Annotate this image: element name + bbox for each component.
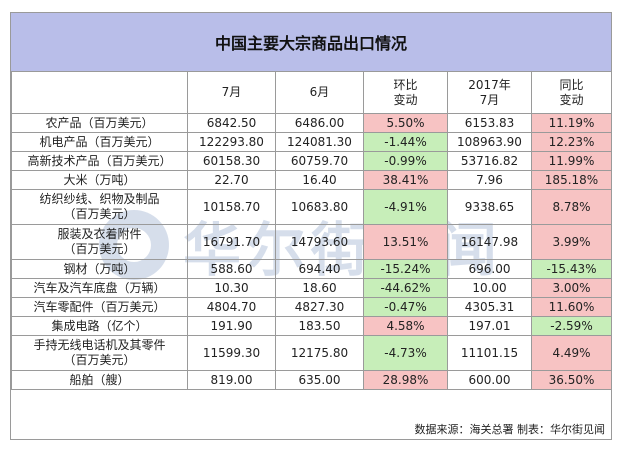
cell-2017-july-value: 53716.82 — [447, 151, 532, 171]
cell-yoy-change: 12.23% — [531, 132, 612, 152]
cell-july-value: 10.30 — [187, 278, 276, 298]
cell-yoy-change: 11.19% — [531, 113, 612, 133]
cell-2017-july-value: 9338.65 — [447, 189, 532, 225]
cell-item-name: 集成电路（亿个） — [11, 316, 188, 336]
cell-2017-july-value: 16147.98 — [447, 224, 532, 260]
table-body: 农产品（百万美元） 6842.50 6486.00 5.50% 6153.83 11.19… — [11, 113, 612, 390]
table-row: 汽车及汽车底盘（万辆） 10.30 18.60 -44.62% 10.00 3.00% — [11, 278, 612, 298]
header-mom-change: 环比 变动 — [363, 71, 448, 114]
cell-mom-change: -0.47% — [363, 297, 448, 317]
table-row: 汽车零配件（百万美元） 4804.70 4827.30 -0.47% 4305.31 11… — [11, 297, 612, 317]
cell-mom-change: 4.58% — [363, 316, 448, 336]
cell-2017-july-value: 696.00 — [447, 259, 532, 279]
cell-item-name: 机电产品（百万美元） — [11, 132, 188, 152]
cell-july-value: 16791.70 — [187, 224, 276, 260]
cell-july-value: 11599.30 — [187, 335, 276, 371]
commodity-export-table: 7月 6月 环比 变动 2017年 7月 同比 变动 农产品（百万美元） 6842.50 6… — [11, 71, 612, 390]
table-row: 集成电路（亿个） 191.90 183.50 4.58% 197.01 -2.59% — [11, 316, 612, 336]
header-june: 6月 — [275, 71, 364, 114]
cell-item-name: 大米（万吨） — [11, 170, 188, 190]
cell-yoy-change: 3.99% — [531, 224, 612, 260]
cell-yoy-change: 11.60% — [531, 297, 612, 317]
cell-2017-july-value: 4305.31 — [447, 297, 532, 317]
table-row: 机电产品（百万美元） 122293.80 124081.30 -1.44% 108963… — [11, 132, 612, 152]
cell-item-name: 高新技术产品（百万美元） — [11, 151, 188, 171]
cell-june-value: 60759.70 — [275, 151, 364, 171]
cell-june-value: 4827.30 — [275, 297, 364, 317]
table-row: 钢材（万吨） 588.60 694.40 -15.24% 696.00 -15.43% — [11, 259, 612, 279]
cell-june-value: 183.50 — [275, 316, 364, 336]
cell-june-value: 14793.60 — [275, 224, 364, 260]
cell-june-value: 6486.00 — [275, 113, 364, 133]
cell-2017-july-value: 11101.15 — [447, 335, 532, 371]
cell-item-name: 农产品（百万美元） — [11, 113, 188, 133]
cell-july-value: 6842.50 — [187, 113, 276, 133]
table-row: 农产品（百万美元） 6842.50 6486.00 5.50% 6153.83 11.19… — [11, 113, 612, 133]
cell-mom-change: -44.62% — [363, 278, 448, 298]
cell-july-value: 10158.70 — [187, 189, 276, 225]
cell-june-value: 16.40 — [275, 170, 364, 190]
cell-mom-change: 5.50% — [363, 113, 448, 133]
cell-2017-july-value: 10.00 — [447, 278, 532, 298]
export-table-sheet: 中国主要大宗商品出口情况 华尔街见闻 7月 6月 环比 变动 2017年 7月 同比 变… — [10, 12, 612, 440]
cell-yoy-change: 3.00% — [531, 278, 612, 298]
cell-june-value: 635.00 — [275, 370, 364, 390]
cell-june-value: 12175.80 — [275, 335, 364, 371]
cell-mom-change: -1.44% — [363, 132, 448, 152]
cell-mom-change: -0.99% — [363, 151, 448, 171]
cell-mom-change: 13.51% — [363, 224, 448, 260]
header-2017-july: 2017年 7月 — [447, 71, 532, 114]
cell-mom-change: -4.73% — [363, 335, 448, 371]
table-title: 中国主要大宗商品出口情况 — [11, 13, 611, 72]
source-footer: 数据来源：海关总署 制表：华尔街见闻 — [414, 423, 606, 436]
cell-yoy-change: -2.59% — [531, 316, 612, 336]
cell-mom-change: 28.98% — [363, 370, 448, 390]
cell-mom-change: 38.41% — [363, 170, 448, 190]
cell-item-name: 纺织纱线、织物及制品 （百万美元） — [11, 189, 188, 225]
table-row: 服装及衣着附件 （百万美元） 16791.70 14793.60 13.51% 1614… — [11, 224, 612, 260]
cell-july-value: 588.60 — [187, 259, 276, 279]
table-row: 手持无线电话机及其零件 （百万美元） 11599.30 12175.80 -4.73%… — [11, 335, 612, 371]
cell-july-value: 191.90 — [187, 316, 276, 336]
cell-yoy-change: 11.99% — [531, 151, 612, 171]
table-row: 船舶（艘） 819.00 635.00 28.98% 600.00 36.50% — [11, 370, 612, 390]
cell-june-value: 10683.80 — [275, 189, 364, 225]
header-yoy-change: 同比 变动 — [531, 71, 612, 114]
table-row: 高新技术产品（百万美元） 60158.30 60759.70 -0.99% 53716.… — [11, 151, 612, 171]
table-header-row: 7月 6月 环比 变动 2017年 7月 同比 变动 — [11, 71, 612, 114]
header-item — [11, 71, 188, 114]
cell-item-name: 服装及衣着附件 （百万美元） — [11, 224, 188, 260]
cell-item-name: 钢材（万吨） — [11, 259, 188, 279]
cell-yoy-change: 4.49% — [531, 335, 612, 371]
cell-2017-july-value: 600.00 — [447, 370, 532, 390]
table-row: 大米（万吨） 22.70 16.40 38.41% 7.96 185.18% — [11, 170, 612, 190]
cell-2017-july-value: 6153.83 — [447, 113, 532, 133]
cell-june-value: 124081.30 — [275, 132, 364, 152]
cell-june-value: 694.40 — [275, 259, 364, 279]
cell-item-name: 汽车及汽车底盘（万辆） — [11, 278, 188, 298]
cell-july-value: 4804.70 — [187, 297, 276, 317]
cell-2017-july-value: 7.96 — [447, 170, 532, 190]
cell-july-value: 22.70 — [187, 170, 276, 190]
header-july: 7月 — [187, 71, 276, 114]
cell-yoy-change: 8.78% — [531, 189, 612, 225]
cell-july-value: 819.00 — [187, 370, 276, 390]
cell-july-value: 60158.30 — [187, 151, 276, 171]
cell-yoy-change: 36.50% — [531, 370, 612, 390]
cell-mom-change: -4.91% — [363, 189, 448, 225]
cell-item-name: 汽车零配件（百万美元） — [11, 297, 188, 317]
cell-item-name: 手持无线电话机及其零件 （百万美元） — [11, 335, 188, 371]
cell-june-value: 18.60 — [275, 278, 364, 298]
cell-item-name: 船舶（艘） — [11, 370, 188, 390]
cell-2017-july-value: 108963.90 — [447, 132, 532, 152]
cell-2017-july-value: 197.01 — [447, 316, 532, 336]
cell-mom-change: -15.24% — [363, 259, 448, 279]
cell-yoy-change: 185.18% — [531, 170, 612, 190]
cell-yoy-change: -15.43% — [531, 259, 612, 279]
table-row: 纺织纱线、织物及制品 （百万美元） 10158.70 10683.80 -4.91% 9… — [11, 189, 612, 225]
cell-july-value: 122293.80 — [187, 132, 276, 152]
